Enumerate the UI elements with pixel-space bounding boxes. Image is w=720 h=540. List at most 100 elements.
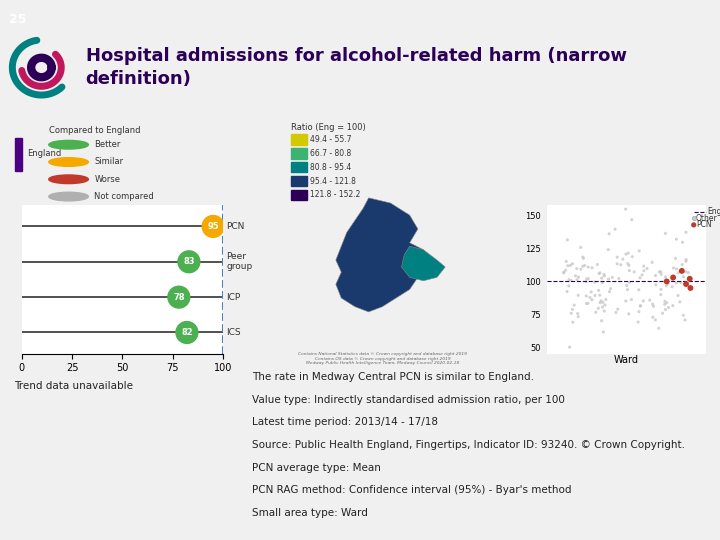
Point <box>620 296 631 305</box>
Point <box>633 286 644 294</box>
Point <box>593 269 605 278</box>
Point <box>613 274 624 283</box>
Point <box>611 253 623 261</box>
Point <box>562 261 573 270</box>
Point <box>589 278 600 286</box>
Text: Small area type: Ward: Small area type: Ward <box>252 508 368 518</box>
Point <box>688 214 700 222</box>
Point <box>674 298 685 306</box>
Point <box>648 302 660 310</box>
Point <box>575 243 587 252</box>
Point <box>572 273 584 281</box>
Text: England: England <box>27 149 61 158</box>
Text: PCN: PCN <box>226 222 245 231</box>
Point <box>655 270 667 279</box>
Point <box>649 315 661 324</box>
Text: Other: Other <box>696 214 718 223</box>
Point <box>623 249 634 258</box>
Point <box>577 254 589 262</box>
Text: 121.8 - 152.2: 121.8 - 152.2 <box>310 190 361 199</box>
Point <box>593 304 604 313</box>
Point <box>637 296 649 305</box>
Point <box>676 260 688 269</box>
Point <box>684 274 696 283</box>
Point <box>654 267 665 276</box>
Point <box>672 268 684 277</box>
Text: Ratio (Eng = 100): Ratio (Eng = 100) <box>291 123 366 132</box>
Point <box>572 312 584 321</box>
Point <box>577 262 588 271</box>
Point <box>685 284 696 292</box>
FancyBboxPatch shape <box>291 176 307 186</box>
Polygon shape <box>402 246 445 281</box>
Text: Not compared: Not compared <box>94 192 154 201</box>
Text: 95: 95 <box>207 222 219 231</box>
Point <box>569 301 580 309</box>
Text: Source: Public Health England, Fingertips, Indicator ID: 93240. © Crown Copyrigh: Source: Public Health England, Fingertip… <box>252 440 685 450</box>
Point <box>597 303 608 312</box>
Point <box>624 278 635 287</box>
FancyBboxPatch shape <box>291 162 307 172</box>
Text: Contains National Statistics data © Crown copyright and database right 2019
Cont: Contains National Statistics data © Crow… <box>298 352 467 366</box>
Point <box>597 278 608 287</box>
Text: Peer
group: Peer group <box>226 252 253 272</box>
Point <box>626 252 638 261</box>
Point <box>598 307 610 315</box>
Point <box>644 296 655 305</box>
Point <box>617 255 629 264</box>
Point <box>592 260 603 269</box>
Point <box>621 250 632 259</box>
Point <box>567 318 579 327</box>
Point <box>572 309 583 318</box>
Point <box>599 301 611 309</box>
Point <box>622 259 634 268</box>
Point <box>585 288 597 296</box>
Point <box>173 293 184 301</box>
Point <box>560 266 572 274</box>
Text: 78: 78 <box>173 293 184 302</box>
Text: 80.8 - 95.4: 80.8 - 95.4 <box>310 163 351 172</box>
Point <box>582 274 594 283</box>
Point <box>667 264 679 272</box>
Point <box>676 267 688 275</box>
Point <box>629 268 640 276</box>
Point <box>672 291 684 300</box>
Circle shape <box>49 158 89 166</box>
Point <box>647 313 659 321</box>
Point <box>605 284 616 293</box>
Point <box>655 267 667 276</box>
Point <box>679 316 690 325</box>
Point <box>563 281 575 290</box>
Point <box>670 279 682 287</box>
Point <box>660 305 671 314</box>
Point <box>678 273 689 281</box>
Point <box>579 261 590 270</box>
Text: ICP: ICP <box>226 293 240 302</box>
Point <box>567 260 578 268</box>
Point <box>661 277 672 286</box>
Point <box>634 302 646 310</box>
Text: Trend data unavailable: Trend data unavailable <box>14 381 133 391</box>
Text: 95.4 - 121.8: 95.4 - 121.8 <box>310 177 356 186</box>
Point <box>606 273 618 282</box>
Point <box>621 281 632 290</box>
Point <box>657 309 668 318</box>
Point <box>626 295 637 304</box>
Point <box>615 260 626 269</box>
Point <box>638 262 649 271</box>
Text: Better: Better <box>94 140 121 149</box>
Point <box>594 298 606 307</box>
Point <box>567 305 578 314</box>
Point <box>636 271 648 279</box>
Point <box>183 258 194 266</box>
Point <box>680 228 692 237</box>
Text: Compared to England: Compared to England <box>48 126 140 134</box>
Point <box>647 300 658 308</box>
Point <box>589 291 600 300</box>
Point <box>594 291 606 300</box>
Point <box>624 261 635 270</box>
Text: 82: 82 <box>181 328 193 337</box>
Text: PCN average type: Mean: PCN average type: Mean <box>252 463 381 472</box>
Point <box>662 279 674 288</box>
Point <box>660 273 671 281</box>
